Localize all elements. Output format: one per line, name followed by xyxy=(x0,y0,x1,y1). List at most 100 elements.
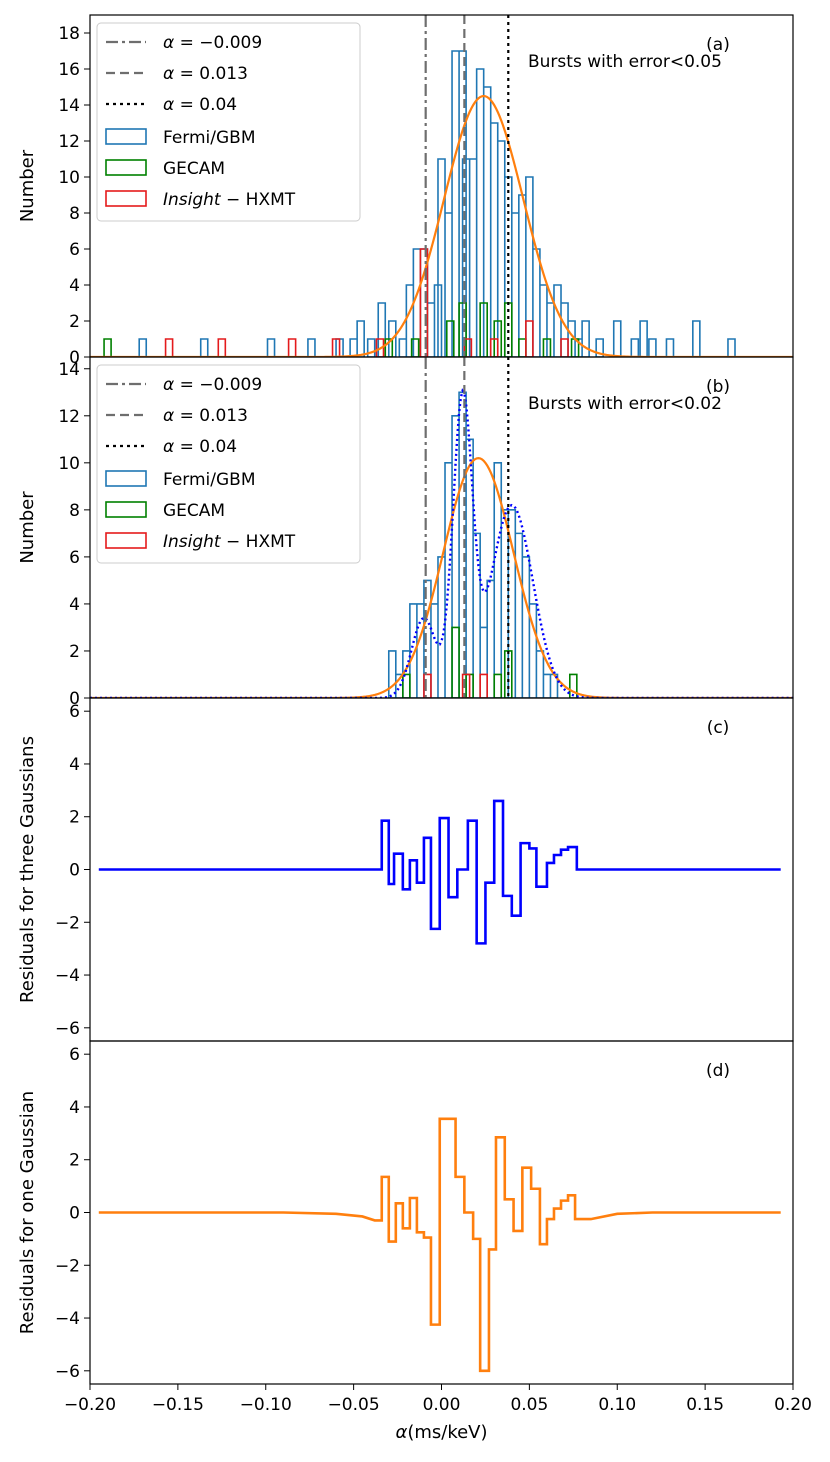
x-tick-label: −0.15 xyxy=(152,1395,204,1415)
legend-label-value: 0.04 xyxy=(199,437,237,457)
legend-label-text: − HXMT xyxy=(221,532,296,552)
legend-label-prefix: α = xyxy=(163,437,199,457)
y-tick-label: 10 xyxy=(58,168,80,188)
legend-label: Fermi/GBM xyxy=(163,470,256,490)
y-tick-label: 2 xyxy=(69,808,80,828)
y-tick-label: 6 xyxy=(69,1045,80,1065)
fit-one-Gaussian xyxy=(90,457,793,698)
y-tick-label: 4 xyxy=(69,755,80,775)
legend-label: α = 0.013 xyxy=(163,64,248,84)
legend-label-value: −0.009 xyxy=(199,375,262,395)
plot-area xyxy=(90,15,793,357)
legend-label-value: 0.013 xyxy=(199,406,248,426)
legend-label: Fermi/GBM xyxy=(163,128,256,148)
y-tick-label: 8 xyxy=(69,501,80,521)
legend-label: α = −0.009 xyxy=(163,375,262,395)
y-tick-label: 6 xyxy=(69,548,80,568)
histogram-fermi-gbm xyxy=(138,50,736,357)
legend-label-italic: Insight xyxy=(163,190,222,210)
y-tick-label: 0 xyxy=(69,861,80,881)
y-tick-label: 16 xyxy=(58,60,80,80)
histogram-insight-hxmt xyxy=(164,248,569,357)
legend-label-text: GECAM xyxy=(163,501,225,521)
y-tick-label: −4 xyxy=(55,1309,80,1329)
fit-one-Gaussian xyxy=(90,94,793,357)
panel-label: (d) xyxy=(706,1061,730,1081)
y-tick-label: 6 xyxy=(69,240,80,260)
x-axis-label-unit: (ms/keV) xyxy=(407,1422,487,1443)
x-tick-label: −0.05 xyxy=(328,1395,380,1415)
y-tick-label: 0 xyxy=(69,1204,80,1224)
y-tick-label: 0 xyxy=(69,689,80,709)
plot-area xyxy=(90,357,793,698)
panel-label: (b) xyxy=(706,377,730,397)
legend-label-prefix: α = xyxy=(163,375,199,395)
x-tick-label: −0.10 xyxy=(240,1395,292,1415)
legend-label-prefix: α = xyxy=(163,64,199,84)
legend-label: α = 0.04 xyxy=(163,437,237,457)
legend-swatch xyxy=(105,470,147,487)
y-tick-label: −4 xyxy=(55,966,80,986)
x-tick-label: 0.10 xyxy=(598,1395,636,1415)
panel-label: (c) xyxy=(707,718,730,738)
legend-label: α = −0.009 xyxy=(163,33,262,53)
y-tick-label: −2 xyxy=(55,913,80,933)
legend-label-value: −0.009 xyxy=(199,33,262,53)
y-tick-label: 6 xyxy=(69,702,80,722)
legend-swatch xyxy=(105,190,147,207)
legend-label-text: GECAM xyxy=(163,159,225,179)
legend-label-prefix: α = xyxy=(163,33,199,53)
y-tick-label: 8 xyxy=(69,204,80,224)
y-tick-label: 12 xyxy=(58,132,80,152)
legend-label-text: Fermi/GBM xyxy=(163,128,256,148)
legend-box xyxy=(96,364,361,564)
legend-label-text: Fermi/GBM xyxy=(163,470,256,490)
legend-label: Insight − HXMT xyxy=(163,532,296,552)
legend-swatch xyxy=(105,532,147,549)
y-tick-label: 0 xyxy=(69,348,80,368)
legend-label-text: − HXMT xyxy=(221,190,296,210)
legend-label: GECAM xyxy=(163,501,225,521)
legend-label-value: 0.013 xyxy=(199,64,248,84)
y-tick-label: 2 xyxy=(69,312,80,332)
y-axis-label: Residuals for three Gaussians xyxy=(17,736,38,1003)
panel-d: −6 −4 −2 0 2 4 6 Residuals for one Gaussian (d) −… xyxy=(17,1040,812,1443)
plot-area xyxy=(98,1117,781,1373)
y-axis-label: Number xyxy=(17,491,38,564)
annotation-text: Bursts with error<0.02 xyxy=(528,394,722,414)
legend-label-italic: Insight xyxy=(163,532,222,552)
annotation-text: Bursts with error<0.05 xyxy=(528,52,722,72)
y-tick-label: 4 xyxy=(69,595,80,615)
x-axis-label: α(ms/keV) xyxy=(395,1422,487,1443)
legend-label-prefix: α = xyxy=(163,95,199,115)
histogram-gecam xyxy=(402,626,578,698)
y-tick-label: 14 xyxy=(58,360,80,380)
panel-c: −6 −4 −2 0 2 4 6 Residuals for three Gaussians (… xyxy=(17,697,794,1042)
x-tick-label: 0.00 xyxy=(423,1395,461,1415)
legend-label: α = 0.04 xyxy=(163,95,237,115)
plot-area xyxy=(98,799,781,945)
panel-b: 0 2 4 6 8 10 12 14 Number (b)Bursts with error<0.… xyxy=(17,356,794,709)
legend-label: Insight − HXMT xyxy=(163,190,296,210)
y-tick-label: 12 xyxy=(58,407,80,427)
legend-swatch xyxy=(105,501,147,518)
y-tick-label: 4 xyxy=(69,1098,80,1118)
residual-line xyxy=(98,1117,781,1373)
panel-label: (a) xyxy=(706,35,730,55)
residual-line xyxy=(98,799,781,945)
y-tick-label: −2 xyxy=(55,1256,80,1276)
y-tick-label: 4 xyxy=(69,276,80,296)
y-tick-label: 2 xyxy=(69,1151,80,1171)
legend-label-prefix: α = xyxy=(163,406,199,426)
x-axis-label-alpha: α xyxy=(395,1422,407,1443)
x-tick-label: 0.20 xyxy=(774,1395,812,1415)
legend-box xyxy=(96,22,361,222)
legend-label-value: 0.04 xyxy=(199,95,237,115)
y-tick-label: 10 xyxy=(58,454,80,474)
legend-swatch xyxy=(105,159,147,176)
panel-a: 0 2 4 6 8 10 12 14 16 18 Number (a)Bursts with erro… xyxy=(17,14,794,368)
legend-swatch xyxy=(105,128,147,145)
x-tick-label: 0.15 xyxy=(686,1395,724,1415)
y-tick-label: −6 xyxy=(55,1019,80,1039)
